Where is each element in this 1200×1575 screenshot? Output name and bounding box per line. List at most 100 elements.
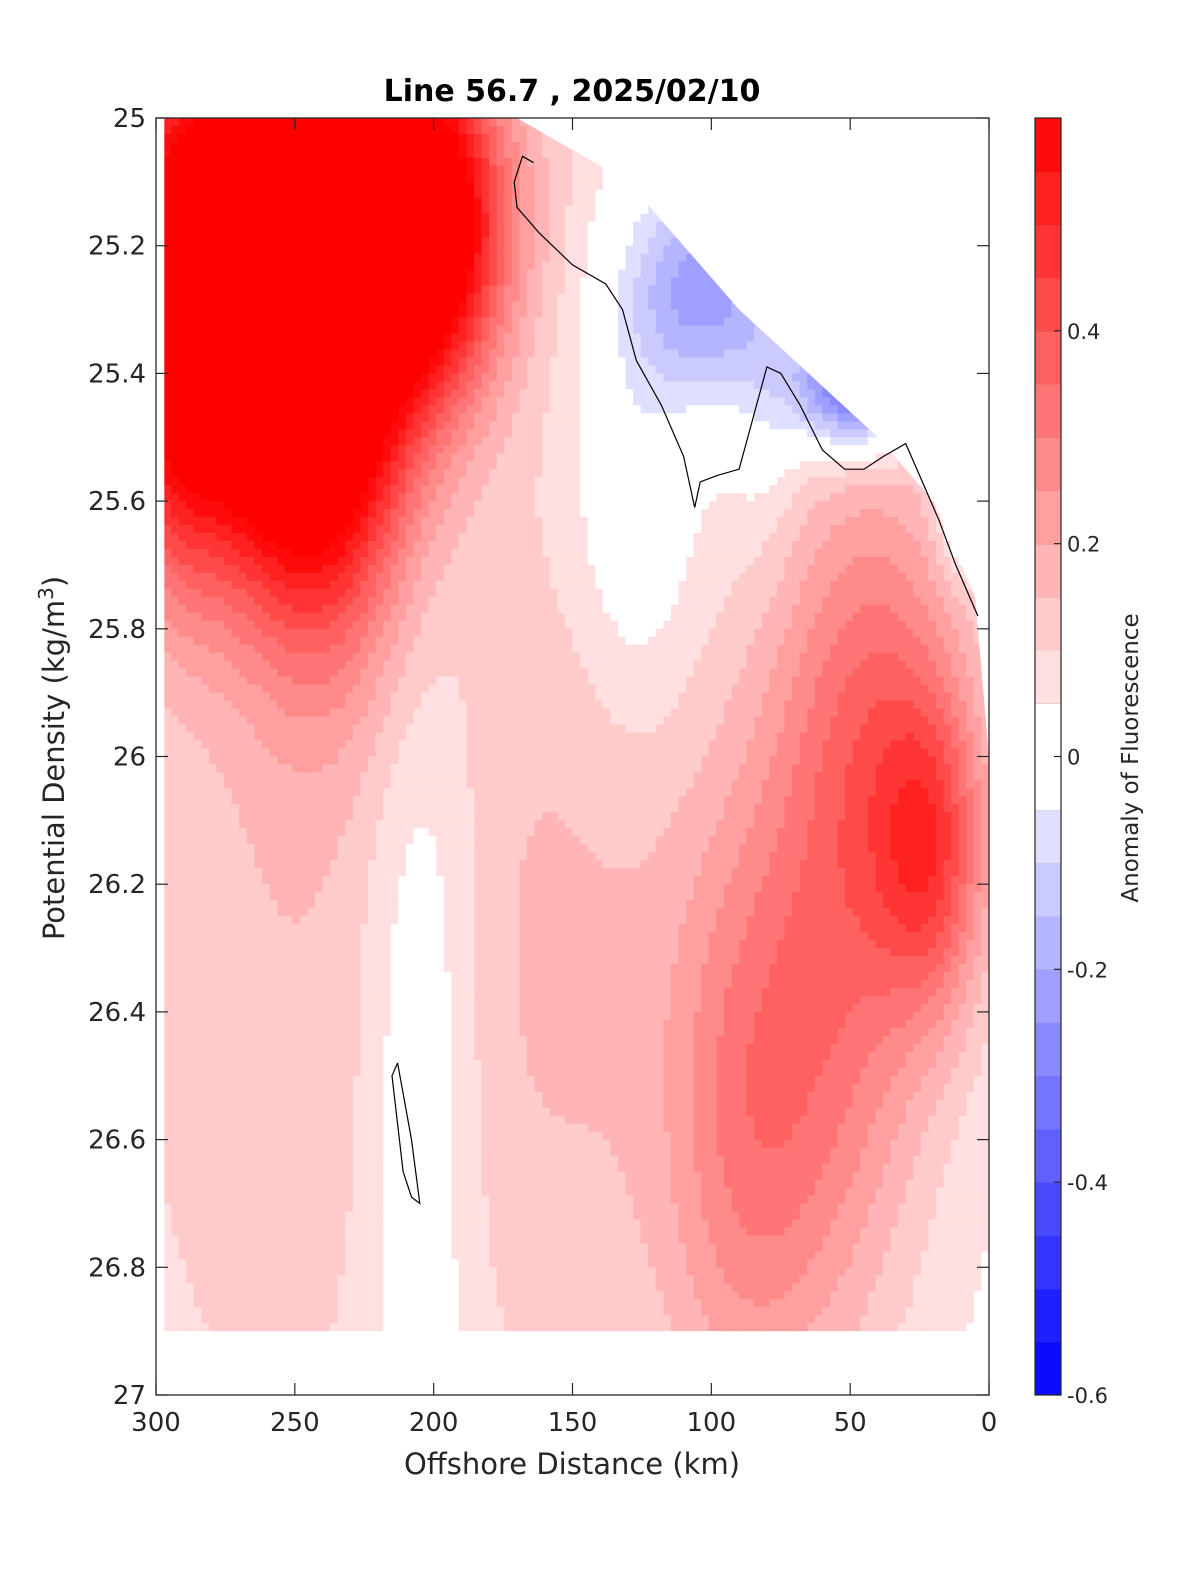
contour-cell [481, 125, 490, 135]
contour-cell [360, 421, 369, 430]
contour-cell [580, 221, 589, 231]
contour-cell [663, 349, 672, 359]
contour-cell [542, 333, 551, 343]
contour-cell [231, 253, 240, 263]
contour-cell [496, 293, 505, 303]
contour-cell [390, 437, 399, 446]
contour-cell [178, 453, 187, 462]
contour-cell [670, 333, 680, 343]
contour-cell [784, 437, 793, 446]
contour-cell [587, 469, 596, 478]
contour-cell [678, 373, 687, 382]
contour-cell [405, 405, 415, 414]
contour-cell [171, 213, 180, 223]
contour-cell [436, 437, 445, 446]
contour-cell [292, 189, 301, 199]
contour-cell [693, 285, 702, 295]
contour-cell [436, 245, 445, 255]
contour-cell [262, 293, 271, 303]
contour-cell [428, 445, 437, 454]
contour-cell [216, 333, 225, 343]
contour-cell [481, 333, 490, 343]
contour-cell [315, 413, 324, 422]
contour-cell [284, 205, 293, 215]
contour-cell [178, 125, 187, 135]
contour-cell [587, 261, 596, 271]
contour-cell [262, 453, 271, 462]
contour-cell [610, 341, 619, 351]
contour-cell [375, 118, 384, 127]
contour-cell [633, 405, 642, 414]
contour-cell [799, 405, 808, 414]
contour-cell [648, 253, 657, 263]
contour-cell [633, 461, 642, 470]
contour-cell [761, 405, 770, 414]
contour-cell [678, 277, 687, 287]
contour-cell [383, 413, 392, 422]
contour-cell [549, 373, 558, 382]
contour-cell [670, 429, 680, 438]
contour-cell [527, 293, 536, 303]
contour-cell [428, 373, 437, 382]
contour-cell [595, 357, 604, 367]
contour-cell [534, 301, 543, 311]
contour-cell [746, 317, 755, 327]
contour-cell [383, 149, 392, 159]
contour-cell [640, 373, 649, 382]
contour-cell [723, 333, 733, 343]
contour-cell [572, 405, 581, 414]
contour-cell [580, 429, 589, 438]
contour-cell [368, 445, 377, 454]
contour-cell [451, 357, 460, 367]
contour-cell [693, 373, 702, 382]
contour-cell [193, 325, 203, 335]
contour-cell [254, 165, 263, 175]
contour-cell [171, 229, 180, 239]
contour-cell [277, 325, 286, 335]
contour-cell [489, 181, 498, 191]
contour-cell [587, 405, 596, 414]
contour-cell [421, 301, 430, 311]
contour-cell [875, 453, 884, 462]
contour-cell [633, 333, 642, 343]
contour-cell [428, 197, 437, 207]
contour-cell [776, 381, 786, 390]
contour-cell [315, 261, 324, 271]
contour-cell [564, 341, 574, 351]
contour-cell [224, 357, 233, 367]
contour-cell [640, 221, 649, 231]
contour-cell [224, 213, 233, 223]
contour-cell [443, 253, 452, 263]
contour-cell [186, 437, 195, 446]
contour-cell [504, 173, 513, 183]
contour-cell [352, 365, 362, 374]
contour-cell [527, 277, 536, 287]
contour-cell [458, 173, 468, 183]
contour-cell [436, 125, 445, 135]
contour-cell [413, 365, 422, 374]
contour-cell [337, 157, 346, 167]
contour-cell [239, 181, 248, 191]
contour-cell [398, 317, 407, 327]
contour-cell [640, 421, 649, 430]
contour-cell [799, 453, 808, 462]
contour-cell [299, 461, 309, 470]
contour-cell [209, 309, 218, 319]
contour-cell [633, 301, 642, 311]
contour-cell [337, 141, 346, 151]
contour-cell [587, 341, 596, 351]
contour-cell [163, 469, 172, 478]
contour-cell [368, 477, 377, 486]
contour-cell [489, 205, 498, 215]
contour-cell [292, 245, 301, 255]
contour-cell [663, 429, 672, 438]
contour-cell [814, 413, 823, 422]
contour-cell [307, 189, 316, 199]
contour-cell [269, 285, 278, 295]
contour-cell [216, 421, 225, 430]
contour-cell [436, 173, 445, 183]
contour-cell [549, 213, 558, 223]
contour-cell [610, 389, 619, 398]
contour-cell [678, 413, 687, 422]
contour-cell [254, 189, 263, 199]
